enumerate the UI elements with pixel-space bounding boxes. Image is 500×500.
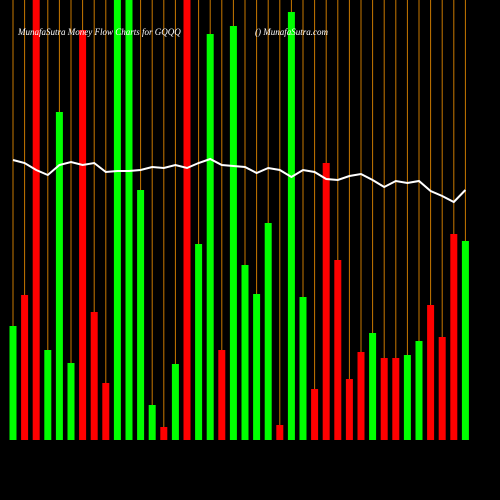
bar [241,265,249,440]
bar [334,260,342,440]
bar [380,358,388,440]
bar [311,389,319,440]
bar [218,350,226,440]
bar [148,405,156,440]
bar [32,0,40,440]
bar [21,295,29,440]
bar [461,241,469,440]
bar [125,0,133,440]
bar [160,427,168,440]
bar [44,350,52,440]
bar [229,26,237,440]
bar [392,358,400,440]
chart-subtitle: () MunafaSutra.com [255,27,328,37]
bar [171,364,179,440]
bar [369,333,377,440]
bar [345,379,353,440]
bar [102,383,110,440]
bar [67,363,75,440]
bar [9,326,17,440]
bar [90,312,98,440]
bar [415,341,423,440]
money-flow-line [12,157,467,204]
bar [322,163,330,440]
line-layer [12,157,467,204]
bar [276,425,284,440]
bar [403,355,411,440]
bar [55,112,63,440]
bar [195,244,203,440]
bar [253,294,261,440]
chart-title: MunafaSutra Money Flow Charts for GQQQ [17,27,181,37]
bar [183,0,191,440]
bar [137,190,145,440]
bar [438,337,446,440]
bar [427,305,435,440]
bar [264,223,272,440]
bars [9,0,469,440]
bar [299,297,307,440]
bar [113,0,121,440]
bar [450,234,458,440]
bar [206,34,214,440]
bar [79,30,87,440]
bar [357,352,365,440]
bar [287,12,295,440]
